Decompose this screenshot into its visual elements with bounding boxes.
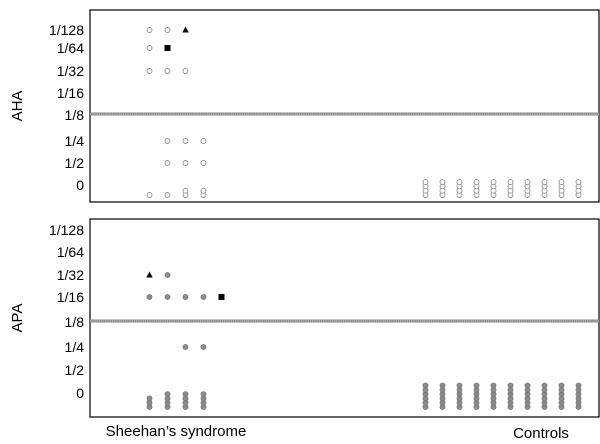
aha-control-point	[558, 179, 565, 186]
apa-tick-label: 1/128	[49, 222, 84, 238]
aha-tick-label: 1/4	[65, 133, 85, 149]
aha-control-point	[456, 179, 463, 186]
apa-axis-label: APA	[9, 304, 26, 333]
apa-tick-label: 1/4	[65, 339, 85, 355]
aha-tick-label: 1/2	[65, 155, 85, 171]
apa-control-point	[558, 382, 565, 389]
apa-tick-label: 1/16	[57, 289, 84, 305]
apa-sheehan-point-square	[218, 294, 225, 300]
aha-sheehan-point	[182, 68, 189, 74]
apa-sheehan-point	[182, 391, 189, 397]
aha-sheehan-point	[146, 45, 153, 51]
apa-control-point	[456, 382, 463, 389]
apa-control-point	[490, 382, 497, 389]
apa-sheehan-point	[164, 391, 171, 397]
aha-sheehan-point	[164, 68, 171, 74]
aha-sheehan-point-square	[164, 45, 171, 51]
aha-tick-label: 1/64	[57, 40, 84, 56]
aha-sheehan-point	[164, 160, 171, 166]
aha-tick-label: 0	[76, 177, 84, 193]
apa-sheehan-point	[182, 344, 189, 350]
aha-axis-label: AHA	[9, 91, 26, 122]
apa-control-point	[507, 382, 514, 389]
apa-sheehan-point	[200, 344, 207, 350]
aha-sheehan-point	[164, 138, 171, 144]
apa-control-point	[524, 382, 531, 389]
aha-sheehan-point-triangle	[182, 26, 189, 33]
group-label-sheehans: Sheehan’s syndrome	[106, 423, 247, 439]
apa-control-point	[473, 382, 480, 389]
aha-control-point	[541, 179, 548, 186]
aha-sheehan-point	[182, 160, 189, 166]
aha-control-point	[524, 179, 531, 186]
aha-control-point	[490, 179, 497, 186]
aha-tick-label: 1/16	[57, 85, 84, 101]
aha-sheehan-point	[164, 192, 171, 198]
aha-sheehan-point	[200, 138, 207, 144]
apa-tick-label: 1/2	[65, 362, 85, 378]
group-label-controls: Controls	[513, 425, 569, 439]
apa-sheehan-point	[146, 395, 153, 402]
aha-control-point	[439, 179, 446, 186]
aha-control-point	[507, 179, 514, 186]
apa-sheehan-point	[200, 391, 207, 397]
aha-panel: AHA 1/128 1/64 1/32 1/16 1/8 1/4 1/2 0	[9, 9, 600, 203]
apa-sheehan-point-triangle	[146, 271, 153, 278]
aha-y-ticks: 1/128 1/64 1/32 1/16 1/8 1/4 1/2 0	[49, 22, 84, 193]
aha-data-points	[146, 26, 582, 198]
apa-sheehan-point	[182, 294, 189, 300]
aha-sheehan-point	[146, 68, 153, 74]
apa-tick-label: 1/8	[65, 314, 85, 330]
apa-sheehan-point	[164, 272, 171, 278]
apa-y-ticks: 1/128 1/64 1/32 1/16 1/8 1/4 1/2 0	[49, 222, 84, 401]
apa-control-point	[422, 382, 429, 389]
apa-control-point	[439, 382, 446, 389]
apa-panel: APA 1/128 1/64 1/32 1/16 1/8 1/4 1/2 0	[9, 218, 600, 418]
aha-sheehan-point	[182, 138, 189, 144]
aha-tick-label: 1/8	[65, 107, 85, 123]
apa-tick-label: 0	[76, 385, 84, 401]
aha-sheehan-point	[182, 187, 189, 194]
aha-sheehan-point	[146, 192, 153, 198]
aha-sheehan-point	[146, 27, 153, 33]
apa-tick-label: 1/32	[57, 267, 84, 283]
aha-control-point	[422, 179, 429, 186]
aha-panel-frame	[89, 9, 600, 203]
aha-sheehan-point	[164, 27, 171, 33]
apa-control-point	[575, 382, 582, 389]
apa-tick-label: 1/64	[57, 244, 84, 260]
apa-data-points	[146, 271, 582, 410]
aha-control-point	[473, 179, 480, 186]
apa-control-point	[541, 382, 548, 389]
aha-control-point	[575, 179, 582, 186]
aha-tick-label: 1/128	[49, 22, 84, 38]
apa-panel-frame	[89, 218, 600, 418]
aha-tick-label: 1/32	[57, 63, 84, 79]
apa-sheehan-point	[146, 294, 153, 300]
apa-sheehan-point	[164, 294, 171, 300]
apa-sheehan-point	[200, 294, 207, 300]
aha-sheehan-point	[200, 160, 207, 166]
aha-sheehan-point	[200, 187, 207, 194]
